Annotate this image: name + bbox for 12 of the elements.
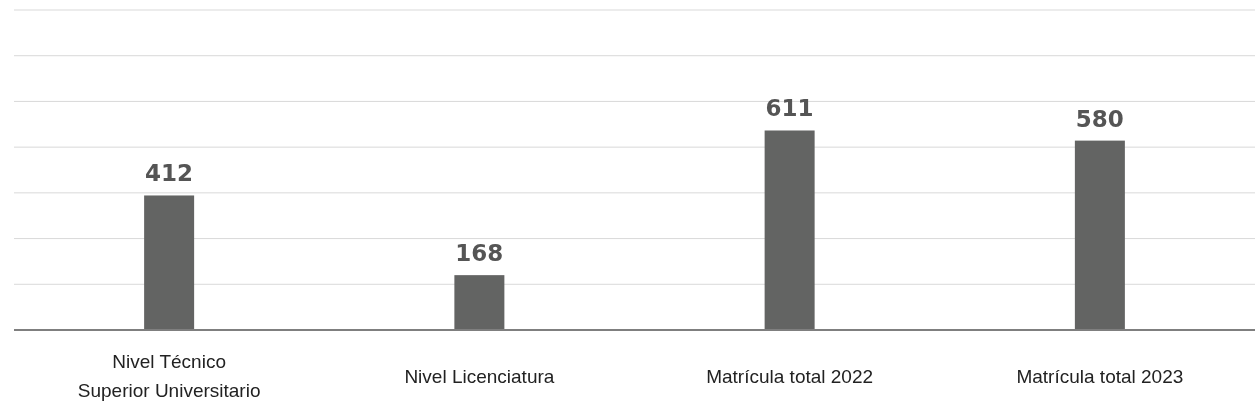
data-label: 412 (145, 160, 194, 187)
bar (764, 130, 815, 330)
x-tick-label: Nivel Técnico Superior Universitario (77, 351, 261, 401)
bar (144, 195, 195, 330)
bar (1074, 140, 1125, 330)
data-label: 611 (765, 95, 814, 122)
x-tick-label: Matrícula total 2023 (1016, 366, 1184, 387)
data-label: 168 (455, 240, 504, 267)
data-label: 580 (1075, 105, 1124, 132)
bar (454, 275, 505, 330)
x-tick-label: Matrícula total 2022 (706, 366, 874, 387)
x-tick-label: Nivel Licenciatura (404, 366, 555, 387)
